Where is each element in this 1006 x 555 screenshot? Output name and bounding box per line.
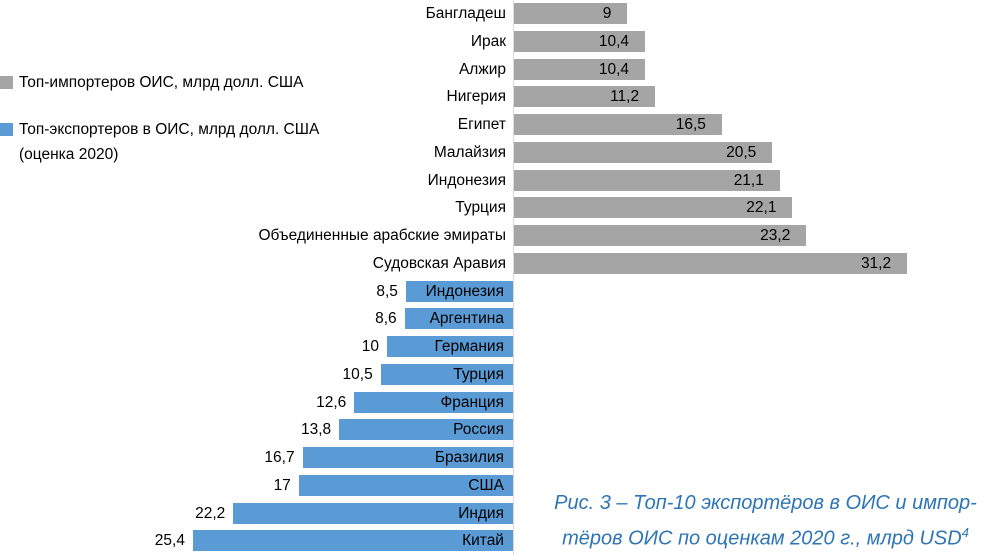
exporters-legend-swatch [0,123,13,136]
importer-value-label: 9 [602,5,612,22]
importer-row: Бангладеш 9 [0,0,1006,28]
exporter-row: Турция 10,5 [0,361,1006,389]
exporter-value-label: 13,8 [300,421,332,439]
exporter-category-label: Индонезия [425,282,504,300]
legend-exporters-label-line2: (оценка 2020) [19,146,119,163]
exporter-category-label: США [468,476,504,494]
importer-bar: 16,5 [514,114,722,135]
importer-row: Турция 22,1 [0,194,1006,222]
importers-legend-swatch [0,76,13,89]
exporter-row: Индия 22,2 [0,500,1006,528]
importer-value-label: 20,5 [726,143,757,161]
importer-value-label: 22,1 [746,199,777,217]
exporter-row: Россия 13,8 [0,416,1006,444]
exporter-value-label: 10 [361,338,379,355]
exporter-value-label: 8,5 [376,282,398,300]
importer-category-label: Нигерия [446,88,506,106]
exporter-bar: Китай [192,530,513,552]
exporter-category-label: Аргентина [429,310,504,328]
exporter-value-label: 10,5 [342,365,373,383]
legend-item-importers: Топ-импортеров ОИС, млрд долл. США [0,70,303,95]
importer-value-label: 10,4 [598,60,630,78]
exporter-row: Бразилия 16,7 [0,444,1006,472]
exporter-value-label: 16,7 [264,449,295,466]
figure-caption-line2: тёров ОИС по оценкам 2020 г., млрд USD [562,527,962,550]
figure-caption-footnote: 4 [961,525,969,540]
importer-category-label: Бангладеш [425,5,506,22]
importer-row: Индонезия 21,1 [0,167,1006,195]
importer-bar: 11,2 [514,86,656,108]
exporter-row: Индонезия 8,5 [0,278,1006,306]
exporter-value-label: 12,6 [316,393,347,411]
exporter-category-label: Китай [462,532,504,550]
importer-value-label: 16,5 [675,116,706,133]
importer-bar: 21,1 [514,169,780,191]
legend-exporters-label-line1: Топ-экспортеров в ОИС, млрд долл. США [19,121,320,138]
importer-category-label: Индонезия [427,171,506,189]
importer-category-label: Ирак [470,32,506,50]
exporter-bar: Бразилия [302,447,513,468]
importer-row: Малайзия 20,5 [0,139,1006,167]
importer-category-label: Объединенные арабские эмираты [258,227,506,244]
importer-value-label: 11,2 [610,88,640,106]
exporter-bar: Россия [339,419,513,441]
importer-row: Алжир 10,4 [0,56,1006,84]
legend-importers-label: Топ-импортеров ОИС, млрд долл. США [19,74,304,91]
importer-value-label: 31,2 [860,254,892,272]
importer-category-label: Малайзия [433,143,506,161]
legend-item-exporters: Топ-экспортеров в ОИС, млрд долл. США (о… [0,117,319,167]
exporter-bar: Германия [387,336,513,357]
importer-row: Египет 16,5 [0,111,1006,139]
exporter-category-label: Германия [434,338,505,355]
importer-value-label: 21,1 [733,171,764,189]
importer-bar: 10,4 [514,58,646,80]
exporter-category-label: Бразилия [434,449,504,466]
exporter-bar: Франция [354,391,513,413]
importer-row: Объединенные арабские эмираты 23,2 [0,222,1006,250]
importer-bar: 31,2 [514,252,908,274]
exporter-bar: Турция [380,363,513,385]
exporter-row: Германия 10 [0,333,1006,361]
importer-bar: 10,4 [514,30,646,52]
importer-category-label: Египет [457,116,506,133]
importer-category-label: Турция [455,199,506,217]
importer-bar: 22,1 [514,197,793,219]
exporter-row: Франция 12,6 [0,389,1006,417]
importer-row: Ирак 10,4 [0,28,1006,56]
exporter-row: США 17 [0,472,1006,500]
exporter-bar: США [298,474,513,496]
figure-caption-line1: Рис. 3 – Топ-10 экспортёров в ОИС и импо… [554,492,977,514]
importer-row: Судовская Аравия 31,2 [0,250,1006,278]
exporter-value-label: 17 [273,476,291,494]
exporter-row: Китай 25,4 [0,527,1006,555]
exporter-category-label: Индия [458,504,504,522]
importer-row: Нигерия 11,2 [0,83,1006,111]
exporter-category-label: Турция [453,365,504,383]
importer-category-label: Алжир [458,60,506,78]
importer-bar: 9 [514,3,628,24]
importer-bar: 20,5 [514,141,773,163]
importer-category-label: Судовская Аравия [372,254,506,272]
importer-value-label: 23,2 [760,227,791,244]
exporter-category-label: Франция [440,393,504,411]
exporter-bar: Аргентина [404,308,513,330]
figure-caption: Рис. 3 – Топ-10 экспортёров в ОИС и импо… [525,488,1006,554]
exporter-category-label: Россия [453,421,504,439]
importer-value-label: 10,4 [598,32,630,50]
exporter-value-label: 8,6 [375,310,397,328]
exporter-row: Аргентина 8,6 [0,305,1006,333]
exporter-bar: Индия [233,502,513,524]
category-axis-line [513,0,514,555]
importer-bar: 23,2 [514,225,807,246]
exporter-value-label: 22,2 [195,504,226,522]
exporter-bar: Индонезия [405,280,513,302]
exporter-value-label: 25,4 [154,532,185,550]
